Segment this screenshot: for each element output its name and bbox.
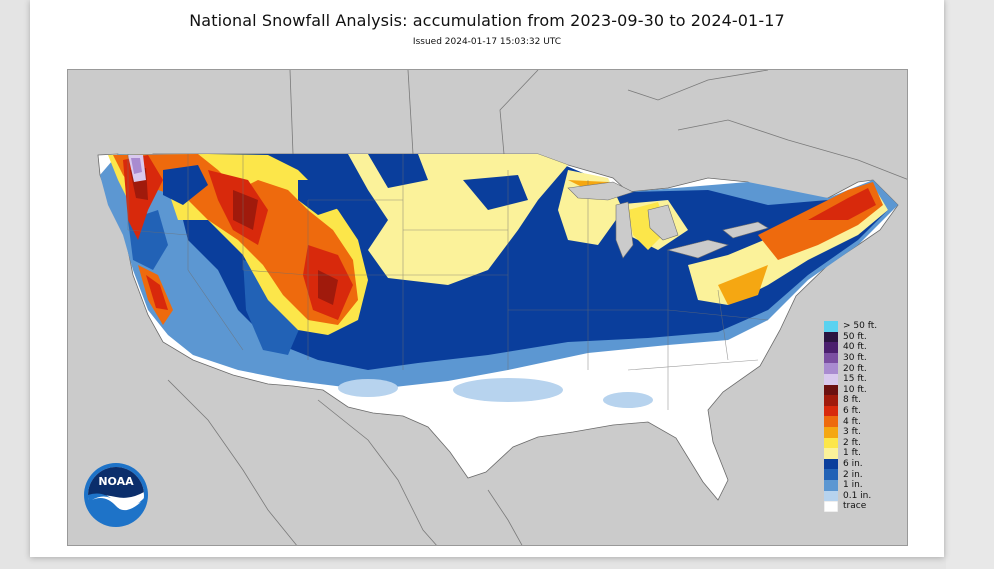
legend-item: 3 ft.: [824, 426, 894, 438]
legend-label: 6 ft.: [843, 406, 861, 417]
legend-swatch: [824, 363, 838, 374]
legend-swatch: [824, 416, 838, 427]
legend-label: 4 ft.: [843, 416, 861, 427]
map-title: National Snowfall Analysis: accumulation…: [189, 11, 785, 30]
international-boundaries: [167, 70, 907, 545]
legend-item: 6 in.: [824, 458, 894, 470]
legend-item: 10 ft.: [824, 384, 894, 396]
legend-item: 2 in.: [824, 469, 894, 480]
legend-item: 6 ft.: [824, 405, 894, 417]
legend-item: 4 ft.: [824, 416, 894, 427]
legend-item: 30 ft.: [824, 352, 894, 364]
legend-label: 1 in.: [843, 480, 863, 491]
legend-swatch: [824, 395, 838, 406]
legend-swatch: [824, 352, 838, 364]
legend-item: 0.1 in.: [824, 490, 894, 502]
legend-item: 40 ft.: [824, 342, 894, 353]
legend-swatch: [824, 321, 838, 332]
legend-item: 15 ft.: [824, 373, 894, 385]
legend-label: 15 ft.: [843, 374, 867, 385]
background-panel: [946, 0, 994, 569]
issued-timestamp: Issued 2024-01-17 15:03:32 UTC: [412, 37, 562, 47]
legend-swatch: [824, 342, 838, 353]
legend-label: 2 ft.: [843, 437, 861, 448]
legend-swatch: [824, 490, 838, 502]
legend-swatch: [824, 437, 838, 449]
legend-swatch: [824, 373, 838, 385]
legend-item: > 50 ft.: [824, 321, 894, 332]
legend-label: 2 in.: [843, 469, 863, 480]
legend-swatch: [824, 501, 838, 512]
noaa-logo-icon: NOAA: [84, 463, 148, 527]
legend-label: 50 ft.: [843, 331, 867, 342]
state-boundaries: [127, 154, 769, 410]
legend: > 50 ft. 50 ft. 40 ft. 30 ft. 20 ft. 15 …: [824, 321, 894, 512]
legend-item: 1 ft.: [824, 448, 894, 459]
legend-swatch: [824, 331, 838, 343]
legend-swatch: [824, 426, 838, 438]
legend-swatch: [824, 384, 838, 396]
legend-swatch: [824, 479, 838, 491]
legend-label: 6 in.: [843, 459, 863, 470]
logo-text: NOAA: [98, 475, 134, 488]
legend-label: trace: [843, 501, 867, 512]
legend-label: 40 ft.: [843, 342, 867, 353]
legend-label: 0.1 in.: [843, 490, 872, 501]
legend-label: 8 ft.: [843, 395, 861, 406]
legend-swatch: [824, 458, 838, 470]
legend-item: 2 ft.: [824, 437, 894, 449]
legend-item: 50 ft.: [824, 331, 894, 343]
legend-item: 20 ft.: [824, 363, 894, 374]
legend-label: 20 ft.: [843, 363, 867, 374]
legend-swatch: [824, 405, 838, 417]
snowfall-map: [67, 69, 908, 546]
legend-label: 30 ft.: [843, 353, 867, 364]
legend-label: > 50 ft.: [843, 321, 878, 332]
map-canvas: [68, 70, 907, 545]
legend-item: 8 ft.: [824, 395, 894, 406]
legend-label: 3 ft.: [843, 427, 861, 438]
great-lakes: [567, 181, 769, 259]
legend-label: 10 ft.: [843, 384, 867, 395]
figure-frame: National Snowfall Analysis: accumulation…: [30, 0, 944, 557]
legend-label: 1 ft.: [843, 448, 861, 459]
legend-item: trace: [824, 501, 894, 512]
legend-swatch: [824, 469, 838, 480]
legend-swatch: [824, 448, 838, 459]
legend-item: 1 in.: [824, 479, 894, 491]
